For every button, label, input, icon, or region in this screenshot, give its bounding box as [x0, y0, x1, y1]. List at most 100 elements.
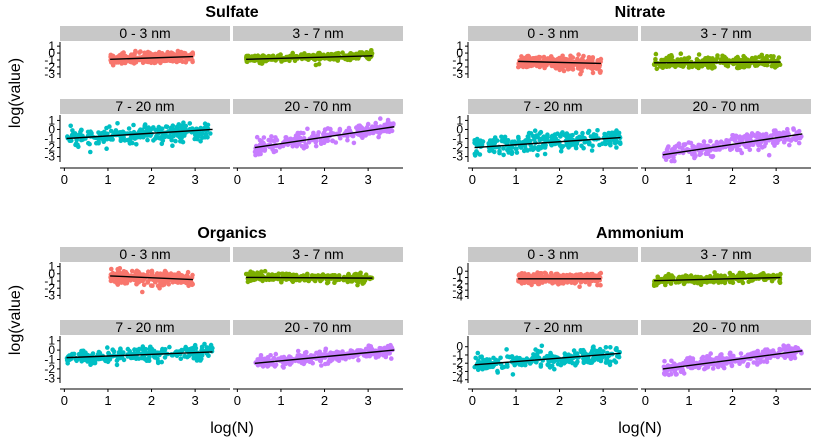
- data-point: [577, 284, 582, 290]
- y-tick-label: -3: [452, 67, 463, 81]
- data-point: [145, 49, 151, 55]
- facet-panel: 3 - 7 nm: [233, 246, 403, 288]
- data-point: [671, 146, 676, 152]
- y-axis-label-bottom: log(value): [7, 285, 24, 355]
- fit-line: [246, 55, 373, 61]
- data-point: [302, 350, 308, 356]
- data-point: [654, 66, 660, 72]
- data-point: [606, 130, 611, 136]
- y-tick-label: -4: [452, 289, 463, 303]
- data-point: [108, 128, 114, 134]
- x-tick-label: 0: [61, 172, 68, 187]
- data-point: [532, 128, 538, 133]
- data-point: [714, 147, 720, 152]
- data-point: [473, 355, 479, 361]
- facet-strip: [233, 26, 403, 41]
- data-point: [589, 63, 594, 68]
- x-tick-label: 0: [469, 393, 476, 408]
- data-point: [593, 133, 599, 138]
- facet-label: 0 - 3 nm: [119, 25, 170, 41]
- data-point: [576, 52, 581, 57]
- data-point: [578, 272, 584, 277]
- data-point: [126, 126, 132, 131]
- data-point: [560, 130, 565, 135]
- data-point: [682, 142, 688, 147]
- scatter-points: [516, 270, 604, 290]
- data-point: [136, 356, 142, 361]
- data-point: [664, 55, 669, 61]
- data-point: [737, 361, 742, 367]
- data-point: [266, 137, 272, 143]
- data-point: [603, 345, 609, 350]
- data-point: [117, 279, 122, 285]
- data-point: [351, 140, 357, 146]
- data-point: [87, 141, 92, 147]
- data-point: [179, 135, 184, 141]
- data-point: [349, 348, 355, 354]
- data-point: [590, 70, 596, 76]
- data-point: [509, 149, 515, 155]
- facet-panel: 3 - 7 nm: [641, 25, 811, 72]
- data-point: [767, 349, 772, 355]
- facet-label: 20 - 70 nm: [693, 319, 760, 335]
- facet-label: 7 - 20 nm: [115, 98, 174, 114]
- chart-title: Sulfate: [205, 4, 258, 21]
- data-point: [665, 154, 671, 159]
- data-point: [699, 356, 705, 361]
- x-tick-label: 1: [104, 172, 111, 187]
- data-point: [137, 277, 142, 283]
- data-point: [313, 143, 319, 149]
- data-point: [105, 345, 110, 350]
- scatter-points: [516, 52, 604, 77]
- data-point: [694, 57, 700, 62]
- data-point: [143, 346, 148, 352]
- data-point: [310, 360, 316, 366]
- data-point: [761, 350, 766, 355]
- data-point: [111, 349, 117, 354]
- data-point: [311, 132, 316, 137]
- data-point: [501, 364, 507, 370]
- data-point: [588, 57, 594, 63]
- data-point: [346, 277, 351, 283]
- data-point: [114, 362, 120, 368]
- y-tick-label: -1: [452, 348, 463, 362]
- data-point: [387, 127, 392, 133]
- data-point: [167, 134, 172, 140]
- data-point: [90, 358, 96, 363]
- data-point: [171, 127, 176, 132]
- data-point: [173, 138, 178, 144]
- data-point: [674, 143, 680, 149]
- y-tick-label: 1: [48, 334, 55, 348]
- data-point: [251, 56, 257, 61]
- facet-label: 3 - 7 nm: [700, 25, 751, 41]
- data-point: [179, 123, 184, 129]
- data-point: [373, 120, 379, 126]
- data-point: [521, 274, 527, 279]
- y-tick-label: 0: [48, 343, 55, 357]
- data-point: [615, 354, 620, 359]
- data-point: [716, 280, 721, 285]
- data-point: [787, 142, 792, 148]
- data-point: [121, 357, 127, 363]
- data-point: [178, 280, 184, 285]
- data-point: [799, 134, 804, 139]
- data-point: [368, 344, 374, 349]
- facet-panel: 7 - 20 nm-4-3-2-100 1 2 3: [452, 319, 638, 408]
- data-point: [383, 354, 389, 360]
- y-tick-label: 1: [48, 39, 55, 53]
- data-point: [151, 354, 157, 359]
- data-point: [497, 150, 502, 156]
- x-tick-label: 2: [321, 393, 328, 408]
- data-point: [777, 280, 783, 286]
- data-point: [365, 130, 370, 136]
- data-point: [593, 278, 598, 284]
- data-point: [498, 355, 503, 361]
- data-point: [534, 360, 539, 365]
- data-point: [167, 274, 172, 279]
- y-tick-label: -3: [44, 288, 55, 302]
- data-point: [254, 134, 260, 140]
- data-point: [140, 289, 145, 295]
- data-point: [258, 142, 263, 147]
